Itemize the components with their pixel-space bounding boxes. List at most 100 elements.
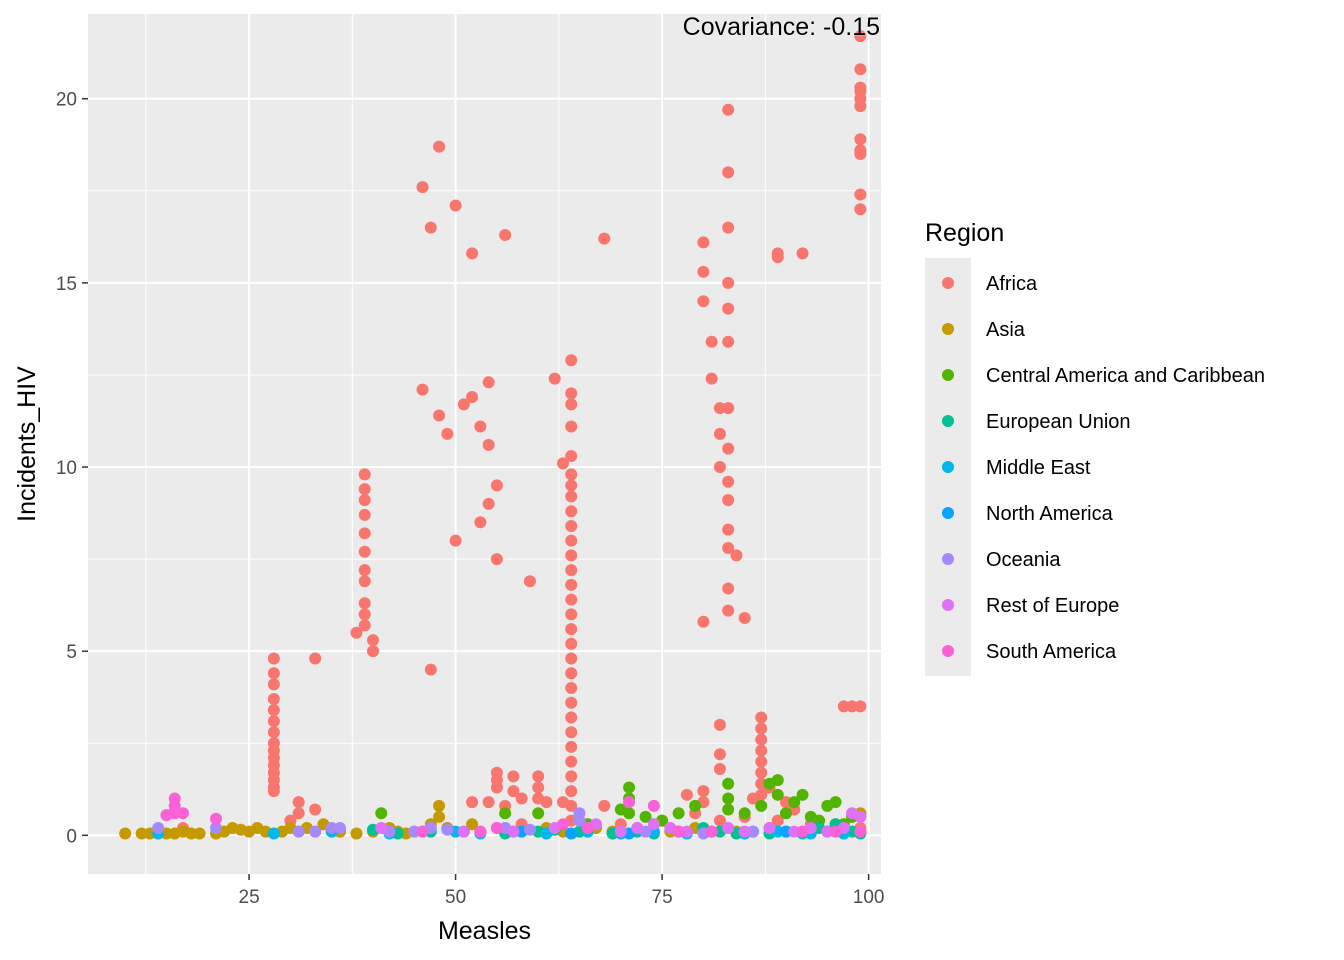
point-africa bbox=[730, 549, 743, 562]
point-africa bbox=[358, 527, 371, 540]
point-rest-of-europe bbox=[375, 821, 388, 834]
point-oceania bbox=[292, 825, 305, 838]
point-middle-east bbox=[267, 827, 280, 840]
data-points bbox=[119, 30, 867, 840]
point-africa bbox=[722, 335, 735, 348]
point-africa bbox=[796, 247, 809, 260]
point-south-america bbox=[647, 799, 660, 812]
legend-key-central-america-and-caribbean bbox=[942, 369, 954, 381]
point-rest-of-europe bbox=[631, 821, 644, 834]
point-south-america bbox=[210, 812, 223, 825]
point-rest-of-europe bbox=[722, 821, 735, 834]
point-africa bbox=[358, 608, 371, 621]
legend-items: Africa Asia Central America and Caribbean E… bbox=[942, 273, 1265, 663]
point-africa bbox=[358, 483, 371, 496]
point-rest-of-europe bbox=[614, 825, 627, 838]
point-rest-of-europe bbox=[680, 825, 693, 838]
point-africa bbox=[565, 354, 578, 367]
point-africa bbox=[713, 814, 726, 827]
point-africa bbox=[722, 582, 735, 595]
point-africa bbox=[565, 549, 578, 562]
point-africa bbox=[565, 623, 578, 636]
point-asia bbox=[350, 827, 363, 840]
point-africa bbox=[755, 733, 768, 746]
point-africa bbox=[267, 704, 280, 717]
legend-label-south-america: South America bbox=[986, 641, 1117, 663]
point-africa bbox=[697, 295, 710, 308]
point-africa bbox=[565, 682, 578, 695]
y-axis-ticks: 0 5 10 15 20 bbox=[56, 90, 88, 847]
point-africa bbox=[416, 383, 429, 396]
point-africa bbox=[366, 634, 379, 647]
point-africa bbox=[358, 494, 371, 507]
point-africa bbox=[499, 228, 512, 241]
point-oceania bbox=[573, 807, 586, 820]
y-tick-label: 20 bbox=[56, 90, 77, 111]
point-africa bbox=[722, 103, 735, 116]
point-africa bbox=[507, 785, 520, 798]
x-tick-label: 50 bbox=[445, 887, 466, 908]
point-africa bbox=[565, 637, 578, 650]
point-africa bbox=[705, 335, 718, 348]
x-tick-label: 25 bbox=[239, 887, 260, 908]
point-oceania bbox=[325, 821, 338, 834]
point-central-america-and-caribbean bbox=[755, 799, 768, 812]
point-africa bbox=[267, 652, 280, 665]
point-south-america bbox=[796, 825, 809, 838]
legend-key-africa bbox=[942, 277, 954, 289]
point-africa bbox=[267, 693, 280, 706]
point-africa bbox=[722, 166, 735, 179]
point-africa bbox=[722, 302, 735, 315]
point-asia bbox=[193, 827, 206, 840]
point-oceania bbox=[309, 825, 322, 838]
point-asia bbox=[185, 827, 198, 840]
legend-label-middle-east: Middle East bbox=[986, 457, 1091, 479]
point-africa bbox=[565, 468, 578, 481]
point-central-america-and-caribbean bbox=[780, 807, 793, 820]
point-south-america bbox=[705, 825, 718, 838]
point-africa bbox=[565, 608, 578, 621]
point-central-america-and-caribbean bbox=[623, 807, 636, 820]
point-asia bbox=[433, 810, 446, 823]
point-central-america-and-caribbean bbox=[499, 807, 512, 820]
point-africa bbox=[565, 593, 578, 606]
point-africa bbox=[854, 203, 867, 216]
point-africa bbox=[490, 553, 503, 566]
point-south-america bbox=[556, 818, 569, 831]
point-africa bbox=[433, 140, 446, 153]
point-africa bbox=[722, 442, 735, 455]
point-africa bbox=[722, 604, 735, 617]
point-central-america-and-caribbean bbox=[829, 796, 842, 809]
point-africa bbox=[267, 678, 280, 691]
point-africa bbox=[292, 807, 305, 820]
point-south-america bbox=[829, 825, 842, 838]
x-tick-label: 75 bbox=[652, 887, 673, 908]
legend-key-european-union bbox=[942, 415, 954, 427]
point-africa bbox=[267, 785, 280, 798]
point-central-america-and-caribbean bbox=[796, 788, 809, 801]
point-oceania bbox=[408, 825, 421, 838]
point-africa bbox=[416, 181, 429, 194]
point-africa bbox=[490, 479, 503, 492]
legend-label-european-union: European Union bbox=[986, 411, 1131, 433]
point-africa bbox=[598, 799, 611, 812]
point-africa bbox=[565, 755, 578, 768]
legend-key-asia bbox=[942, 323, 954, 335]
point-africa bbox=[565, 711, 578, 724]
point-africa bbox=[755, 766, 768, 779]
point-africa bbox=[771, 814, 784, 827]
point-africa bbox=[358, 564, 371, 577]
point-africa bbox=[292, 796, 305, 809]
legend-key-oceania bbox=[942, 553, 954, 565]
point-south-america bbox=[672, 825, 685, 838]
point-africa bbox=[358, 575, 371, 588]
point-africa bbox=[854, 30, 867, 43]
point-oceania bbox=[746, 825, 759, 838]
point-south-america bbox=[474, 825, 487, 838]
point-africa bbox=[705, 372, 718, 385]
point-africa bbox=[358, 545, 371, 558]
point-south-america bbox=[168, 807, 181, 820]
point-africa bbox=[424, 221, 437, 234]
point-africa bbox=[466, 391, 479, 404]
